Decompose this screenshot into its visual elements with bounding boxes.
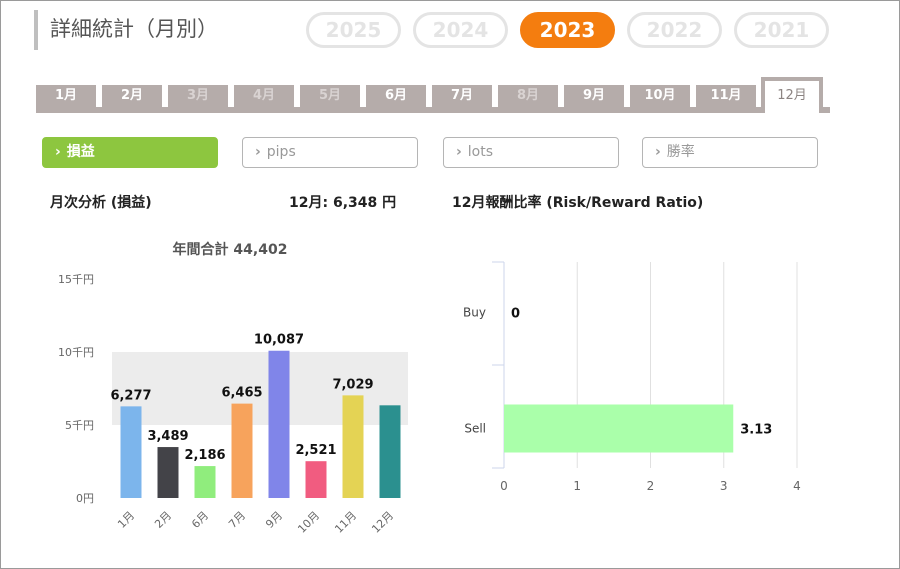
bar-6[interactable]: [305, 461, 327, 498]
monthly-pnl-bar-chart: 0円 5千円 10千円 15千円 年間合計 44,402 6,277 1月 3,489 2月 2,…: [58, 241, 408, 536]
data-label: 6,465: [221, 386, 262, 401]
chevron-right-icon: ›: [55, 144, 61, 160]
monthly-analysis-heading: 月次分析 (損益): [50, 195, 152, 211]
x-tick-label: 2: [647, 479, 655, 493]
metric-label: 損益: [66, 144, 95, 160]
bar-3[interactable]: [194, 466, 216, 498]
month-tab-8: 8月: [498, 85, 558, 107]
chart-title: 年間合計 44,402: [173, 241, 288, 258]
bar-4[interactable]: [231, 403, 253, 498]
year-tab-2022[interactable]: 2022: [627, 12, 722, 48]
month-summary: 12月: 6,348 円: [289, 195, 397, 211]
page-title: 詳細統計（月別）: [34, 10, 218, 50]
metric-button-4[interactable]: › 勝率: [642, 137, 818, 168]
metric-label: pips: [266, 144, 296, 160]
x-tick-label: 1月: [115, 509, 137, 531]
data-label: 0: [511, 307, 520, 322]
x-tick-label: 9月: [263, 509, 285, 531]
metric-button-1[interactable]: › 損益: [42, 137, 218, 168]
month-tabs: 1月 2月 3月 4月 5月 6月 7月 8月 9月 10月 11月 12月: [36, 77, 830, 113]
month-tab-3: 3月: [168, 85, 228, 107]
month-tab-7[interactable]: 7月: [432, 85, 492, 107]
bar-7[interactable]: [342, 395, 364, 498]
x-tick-label: 2月: [152, 509, 174, 531]
x-tick-label: 4: [793, 479, 801, 493]
x-tick-label: 0: [500, 479, 508, 493]
y-tick-label: 10千円: [58, 346, 94, 359]
data-label: 3.13: [740, 423, 772, 438]
grid-band: [112, 279, 408, 352]
metric-button-3[interactable]: › lots: [443, 137, 619, 168]
month-tab-6[interactable]: 6月: [366, 85, 426, 107]
y-tick-label: 15千円: [58, 273, 94, 286]
bar-1[interactable]: [120, 406, 142, 498]
year-tab-2025[interactable]: 2025: [306, 12, 401, 48]
month-tab-11[interactable]: 11月: [696, 85, 756, 107]
data-label: 2,186: [184, 448, 225, 463]
year-tab-2024[interactable]: 2024: [413, 12, 508, 48]
y-tick-label: 5千円: [65, 419, 94, 432]
bar-2[interactable]: [157, 447, 179, 498]
month-tab-12[interactable]: 12月: [761, 77, 823, 113]
data-label: 7,029: [332, 377, 373, 392]
x-tick-label: 6月: [189, 509, 211, 531]
category-label: Buy: [463, 306, 486, 320]
month-tab-2[interactable]: 2月: [102, 85, 162, 107]
bar-sell[interactable]: [504, 404, 734, 453]
x-tick-label: 3: [720, 479, 728, 493]
data-label: 10,087: [254, 333, 304, 348]
data-label: 3,489: [147, 429, 188, 444]
x-tick-label: 12月: [369, 509, 396, 536]
year-selector: 2025 2024 2023 2022 2021: [306, 12, 841, 48]
risk-reward-bar-chart: 0 1 2 3 4 Buy 0 Sell 3.13: [463, 261, 801, 493]
month-tab-1[interactable]: 1月: [36, 85, 96, 107]
month-tab-10[interactable]: 10月: [630, 85, 690, 107]
x-tick-label: 1: [573, 479, 581, 493]
chevron-right-icon: ›: [255, 144, 261, 160]
chevron-right-icon: ›: [456, 144, 462, 160]
x-tick-label: 11月: [332, 509, 359, 536]
chevron-right-icon: ›: [655, 144, 661, 160]
y-tick-label: 0円: [76, 492, 94, 505]
risk-reward-heading: 12月報酬比率 (Risk/Reward Ratio): [452, 195, 704, 211]
bar-5[interactable]: [268, 350, 290, 498]
month-tab-9[interactable]: 9月: [564, 85, 624, 107]
year-tab-2021[interactable]: 2021: [734, 12, 829, 48]
x-tick-label: 10月: [295, 509, 322, 536]
month-tab-4: 4月: [234, 85, 294, 107]
metric-button-2[interactable]: › pips: [242, 137, 418, 168]
data-label: 6,277: [110, 388, 151, 403]
month-tab-5: 5月: [300, 85, 360, 107]
data-label: 2,521: [295, 443, 336, 458]
x-tick-label: 7月: [226, 509, 248, 531]
metric-label: 勝率: [666, 144, 695, 160]
metric-label: lots: [467, 144, 494, 160]
category-label: Sell: [464, 422, 486, 436]
bar-8[interactable]: [379, 405, 401, 498]
year-tab-2023[interactable]: 2023: [520, 12, 615, 48]
